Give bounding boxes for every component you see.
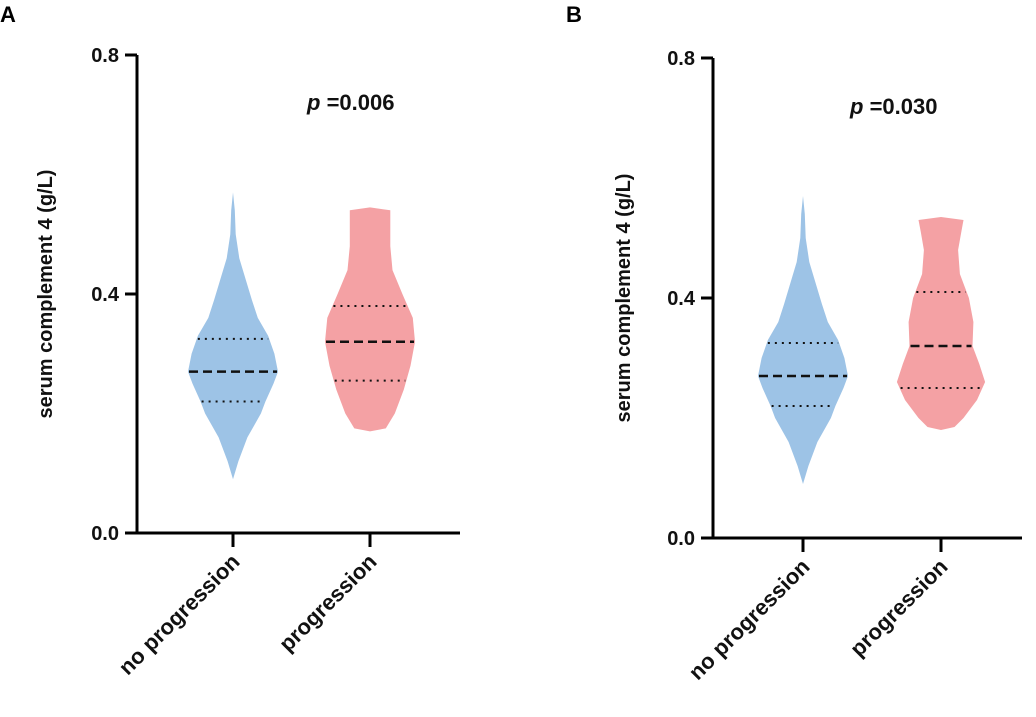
y-tick-label: 0.8 (91, 45, 119, 67)
violin-progression (325, 207, 415, 432)
violin-progression (896, 217, 986, 430)
panel-label-b: B (566, 2, 582, 27)
p-value-annotation: p =0.006 (306, 90, 394, 115)
y-tick-label: 0.0 (91, 523, 119, 545)
violin-no-progression (758, 196, 848, 484)
y-tick-label: 0.4 (91, 284, 120, 306)
panel-b: 0.0 0.4 0.8 no progression progression serum … (613, 48, 1022, 685)
x-tick-label-progression: progression (845, 554, 953, 662)
x-tick-label-no-progression: no progression (114, 549, 245, 680)
y-tick-label: 0.0 (667, 528, 695, 550)
violin-no-progression (188, 192, 278, 480)
p-value-number: =0.006 (327, 90, 395, 115)
p-value-symbol: p (306, 90, 327, 115)
y-axis-title: serum complement 4 (g/L) (613, 174, 635, 423)
y-tick-label: 0.4 (667, 288, 696, 310)
panel-a: 0.0 0.4 0.8 no progression progression serum … (35, 45, 460, 680)
x-tick-label-no-progression: no progression (684, 554, 815, 685)
y-tick-label: 0.8 (667, 48, 695, 70)
p-value-symbol: p (849, 94, 870, 119)
panel-label-a: A (0, 2, 16, 27)
y-axis-title: serum complement 4 (g/L) (35, 170, 57, 419)
p-value-annotation: p =0.030 (849, 94, 937, 119)
p-value-number: =0.030 (870, 94, 938, 119)
x-tick-label-progression: progression (274, 549, 382, 657)
